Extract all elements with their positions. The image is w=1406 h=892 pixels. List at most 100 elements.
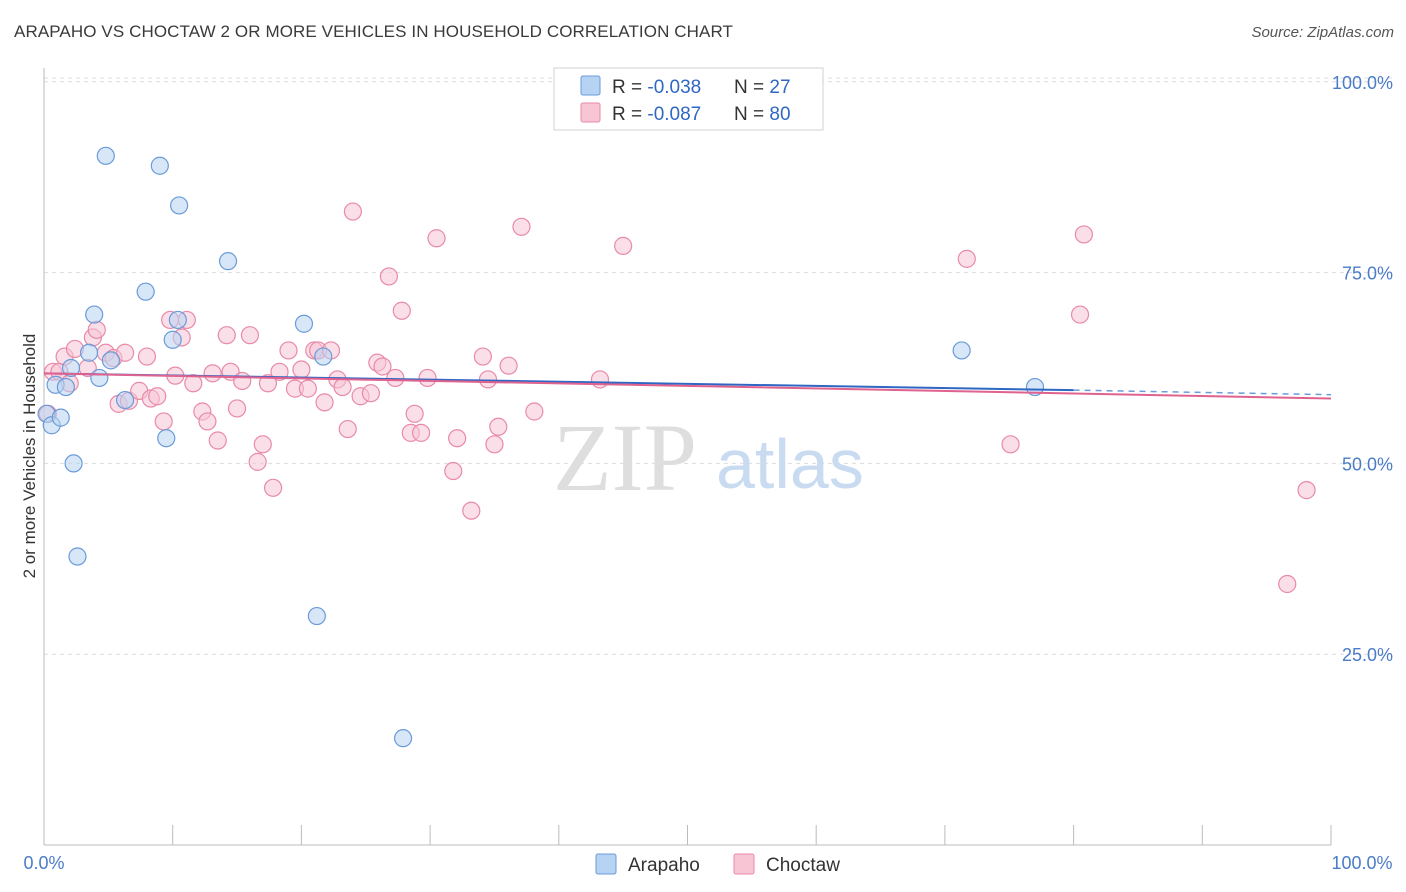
choctaw-point-44 <box>316 394 333 411</box>
choctaw-point-71 <box>526 403 543 420</box>
choctaw-point-48 <box>339 421 356 438</box>
arapaho-series-swatch <box>596 854 616 874</box>
arapaho-point-15 <box>151 157 168 174</box>
choctaw-point-75 <box>1002 436 1019 453</box>
arapaho-point-8 <box>81 344 98 361</box>
series-legend: Arapaho Choctaw <box>596 854 840 876</box>
choctaw-point-31 <box>234 372 251 389</box>
arapaho-point-12 <box>102 352 119 369</box>
choctaw-point-40 <box>293 361 310 378</box>
scatter-chart: ZIP atlas 2 or more Vehicles in Househol… <box>0 0 1406 892</box>
choctaw-point-56 <box>393 302 410 319</box>
choctaw-legend-swatch <box>581 103 600 122</box>
y-tick-labels: 25.0% 50.0% 75.0% 100.0% <box>1332 73 1393 665</box>
choctaw-n-value: 80 <box>769 104 790 125</box>
choctaw-point-28 <box>218 327 235 344</box>
choctaw-n-text: N = 80 <box>734 104 791 125</box>
choctaw-point-30 <box>229 400 246 417</box>
watermark-zip: ZIP <box>553 404 697 511</box>
choctaw-point-66 <box>480 371 497 388</box>
choctaw-point-26 <box>204 365 221 382</box>
choctaw-point-61 <box>428 230 445 247</box>
arapaho-r-label: R = <box>612 77 647 98</box>
watermark: ZIP atlas <box>553 404 864 511</box>
x-tick-label-max: 100.0% <box>1331 853 1392 873</box>
choctaw-point-60 <box>419 369 436 386</box>
choctaw-point-69 <box>500 357 517 374</box>
choctaw-point-15 <box>138 348 155 365</box>
arapaho-point-16 <box>158 430 175 447</box>
arapaho-r-value: -0.038 <box>647 77 701 98</box>
arapaho-point-9 <box>86 306 103 323</box>
choctaw-point-34 <box>254 436 271 453</box>
arapaho-stats-text: R = -0.038 <box>612 77 701 98</box>
choctaw-stats-text: R = -0.087 <box>612 104 701 125</box>
arapaho-point-17 <box>164 331 181 348</box>
choctaw-point-47 <box>334 379 351 396</box>
choctaw-point-33 <box>249 453 266 470</box>
choctaw-point-73 <box>615 237 632 254</box>
arapaho-point-14 <box>137 283 154 300</box>
arapaho-point-21 <box>308 608 325 625</box>
arapaho-point-20 <box>220 253 237 270</box>
arapaho-point-6 <box>65 455 82 472</box>
arapaho-point-22 <box>315 348 332 365</box>
choctaw-point-27 <box>209 432 226 449</box>
choctaw-point-64 <box>463 502 480 519</box>
y-tick-label-75: 75.0% <box>1342 264 1393 284</box>
arapaho-point-7 <box>69 548 86 565</box>
choctaw-point-77 <box>1075 226 1092 243</box>
arapaho-point-3 <box>52 409 69 426</box>
choctaw-point-25 <box>199 413 216 430</box>
arapaho-point-18 <box>169 311 186 328</box>
y-tick-label-50: 50.0% <box>1342 454 1393 474</box>
x-axis-ticks <box>44 825 1331 845</box>
arapaho-point-24 <box>395 730 412 747</box>
choctaw-point-54 <box>380 268 397 285</box>
arapaho-point-19 <box>171 197 188 214</box>
choctaw-point-32 <box>241 327 258 344</box>
choctaw-r-label: R = <box>612 104 647 125</box>
choctaw-series-swatch <box>734 854 754 874</box>
choctaw-point-41 <box>299 380 316 397</box>
choctaw-point-68 <box>490 418 507 435</box>
choctaw-point-76 <box>1072 306 1089 323</box>
choctaw-point-62 <box>445 463 462 480</box>
choctaw-point-18 <box>155 413 172 430</box>
choctaw-n-label: N = <box>734 104 769 125</box>
y-tick-label-100: 100.0% <box>1332 73 1393 93</box>
arapaho-n-label: N = <box>734 77 769 98</box>
choctaw-point-78 <box>1279 575 1296 592</box>
choctaw-point-74 <box>958 250 975 267</box>
y-tick-label-25: 25.0% <box>1342 645 1393 665</box>
arapaho-point-23 <box>295 315 312 332</box>
arapaho-point-10 <box>91 369 108 386</box>
choctaw-point-63 <box>449 430 466 447</box>
arapaho-series-label: Arapaho <box>628 855 700 876</box>
choctaw-point-79 <box>1298 482 1315 499</box>
chart-page: ARAPAHO VS CHOCTAW 2 OR MORE VEHICLES IN… <box>0 0 1406 892</box>
stats-legend: R = -0.038 N = 27 R = -0.087 N = 80 <box>554 68 823 130</box>
choctaw-point-67 <box>486 436 503 453</box>
choctaw-point-72 <box>591 371 608 388</box>
arapaho-point-4 <box>57 379 74 396</box>
choctaw-point-38 <box>280 342 297 359</box>
choctaw-point-36 <box>265 479 282 496</box>
arapaho-n-text: N = 27 <box>734 77 791 98</box>
arapaho-point-11 <box>97 147 114 164</box>
choctaw-point-8 <box>88 321 105 338</box>
y-axis-title: 2 or more Vehicles in Household <box>20 334 39 579</box>
arapaho-point-25 <box>953 342 970 359</box>
choctaw-point-58 <box>406 405 423 422</box>
grid-layer <box>44 78 1393 654</box>
x-tick-label-min: 0.0% <box>23 853 64 873</box>
choctaw-point-65 <box>474 348 491 365</box>
watermark-atlas: atlas <box>716 425 864 503</box>
choctaw-point-17 <box>149 388 166 405</box>
choctaw-point-51 <box>362 385 379 402</box>
choctaw-r-value: -0.087 <box>647 104 701 125</box>
choctaw-series-label: Choctaw <box>766 855 840 876</box>
arapaho-points <box>38 147 1043 746</box>
arapaho-point-13 <box>117 392 134 409</box>
choctaw-point-49 <box>344 203 361 220</box>
